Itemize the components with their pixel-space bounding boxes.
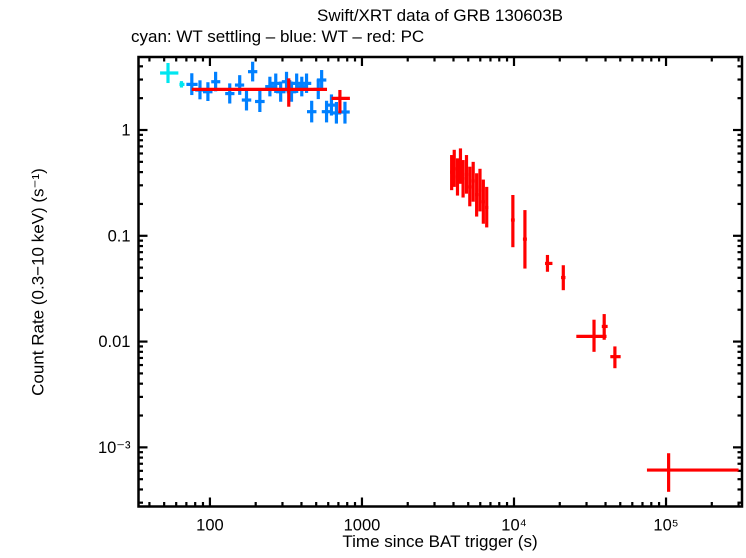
chart-subtitle-legend: cyan: WT settling – blue: WT – red: PC — [131, 27, 425, 46]
y-tick-label: 10⁻³ — [98, 439, 131, 457]
y-tick-label: 0.01 — [98, 333, 130, 351]
x-axis-label: Time since BAT trigger (s) — [342, 532, 538, 551]
chart-title: Swift/XRT data of GRB 130603B — [316, 6, 563, 25]
x-tick-label: 1000 — [344, 517, 381, 535]
x-tick-label: 10⁴ — [501, 517, 526, 535]
y-tick-label: 1 — [121, 122, 130, 140]
x-tick-label: 100 — [196, 517, 224, 535]
y-axis-label: Count Rate (0.3−10 keV) (s⁻¹) — [28, 168, 48, 396]
plot-frame — [137, 55, 744, 508]
x-tick-label: 10⁵ — [653, 517, 678, 535]
y-tick-label: 0.1 — [108, 227, 131, 245]
